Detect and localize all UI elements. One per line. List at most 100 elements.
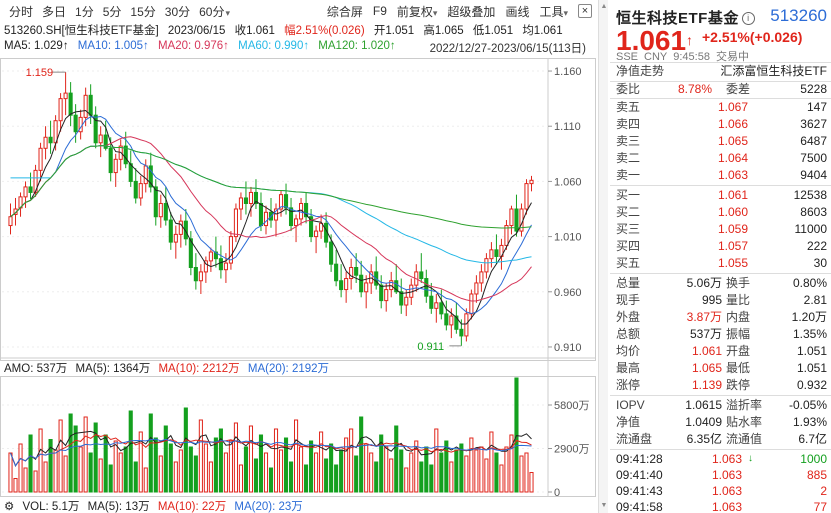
super-overlay-button[interactable]: 超级叠加 bbox=[447, 4, 496, 19]
trade-time: 09:41:43 bbox=[616, 484, 663, 498]
candle-body bbox=[504, 225, 509, 246]
volume-bar bbox=[414, 440, 419, 493]
candle-body bbox=[123, 145, 128, 165]
stat-label: 换手 bbox=[726, 276, 751, 290]
bid-row[interactable]: 买三 1.059 11000 bbox=[616, 221, 827, 238]
vertical-scrollbar[interactable]: ▲ ▼ bbox=[598, 0, 608, 513]
f9-button[interactable]: F9 bbox=[372, 4, 387, 18]
volume-bar bbox=[384, 446, 389, 493]
volume-bar bbox=[369, 452, 374, 493]
stock-label: 513260.SH[恒生科技ETF基金] bbox=[4, 25, 159, 37]
tab-intraday[interactable]: 分时 bbox=[9, 4, 34, 19]
volume-bar bbox=[268, 467, 274, 493]
volume-bar bbox=[228, 440, 233, 493]
candle-body bbox=[258, 202, 264, 227]
tab-15min[interactable]: 15分 bbox=[130, 4, 156, 19]
candle-body bbox=[454, 315, 459, 330]
candle-body bbox=[314, 230, 319, 238]
stat-row: 现手 995 量比 2.81 bbox=[616, 292, 827, 309]
volume-bar bbox=[118, 452, 123, 493]
candle-body bbox=[509, 208, 514, 227]
stat-label: 流通盘 bbox=[616, 432, 653, 446]
ask-label: 卖二 bbox=[616, 151, 641, 165]
low-value: 低1.051 bbox=[472, 25, 514, 37]
ask-row[interactable]: 卖一 1.063 9404 bbox=[616, 167, 827, 184]
stat-row: 涨停 1.139 跌停 0.932 bbox=[616, 377, 827, 394]
ask-row[interactable]: 卖三 1.065 6487 bbox=[616, 133, 827, 150]
candle-body bbox=[193, 266, 198, 282]
tab-60min[interactable]: 60分 bbox=[199, 3, 230, 20]
volume-bar bbox=[504, 446, 509, 493]
nav-trend-row[interactable]: 净值走势 汇添富恒生科技ETF bbox=[616, 64, 827, 78]
volume-bar bbox=[319, 431, 324, 493]
close-icon[interactable]: × bbox=[578, 4, 592, 18]
volume-bar bbox=[273, 428, 279, 493]
stat-label: 最高 bbox=[616, 361, 641, 375]
bid-row[interactable]: 买二 1.060 8603 bbox=[616, 204, 827, 221]
candle-body bbox=[384, 289, 389, 302]
volume-bar bbox=[128, 410, 133, 493]
bid-row[interactable]: 买五 1.055 30 bbox=[616, 255, 827, 272]
volume-bar bbox=[469, 437, 474, 493]
bid-row[interactable]: 买四 1.057 222 bbox=[616, 238, 827, 255]
low-annotation: 0.911 bbox=[417, 341, 444, 353]
tab-5min[interactable]: 5分 bbox=[102, 4, 122, 19]
volume-bar bbox=[304, 464, 309, 493]
stat-value: 537万 bbox=[689, 327, 722, 341]
volume-bar bbox=[509, 434, 514, 493]
y-tick-label: 1.060 bbox=[554, 176, 582, 188]
kline-chart[interactable]: 1.160 1.110 1.060 1.010 0.960 0.910 5800万 2900万… bbox=[0, 58, 596, 498]
stat-value: 2.81 bbox=[803, 293, 827, 307]
candle-body bbox=[203, 260, 208, 273]
volume-bar bbox=[213, 437, 218, 493]
volume-bar bbox=[283, 437, 289, 493]
stat-label: 振幅 bbox=[726, 327, 751, 341]
tab-30min[interactable]: 30分 bbox=[164, 4, 191, 19]
candle-body bbox=[73, 114, 78, 133]
tab-multi-day[interactable]: 多日 bbox=[42, 4, 67, 19]
stat-value: 1.065 bbox=[691, 361, 722, 375]
volume-bar bbox=[223, 452, 228, 493]
volume-bar bbox=[68, 413, 73, 493]
composite-screen-button[interactable]: 综合屏 bbox=[326, 4, 363, 19]
stat-value: 1.0615 bbox=[685, 398, 722, 412]
scroll-up-icon[interactable]: ▲ bbox=[600, 3, 608, 10]
volume-bar bbox=[8, 452, 13, 493]
trade-price: 1.063 bbox=[712, 468, 743, 482]
candle-body bbox=[233, 208, 238, 238]
draw-line-button[interactable]: 画线 bbox=[505, 4, 530, 19]
order-ratio-row: 委比 8.78% 委差 5228 bbox=[616, 82, 827, 96]
y-tick-label: 1.010 bbox=[554, 232, 582, 244]
ask-row[interactable]: 卖二 1.064 7500 bbox=[616, 150, 827, 167]
volume-bar bbox=[133, 461, 138, 493]
info-icon[interactable]: i bbox=[741, 12, 755, 25]
volume-bar bbox=[173, 461, 178, 493]
arrow-down-icon: ↓ bbox=[748, 453, 753, 464]
volume-bar bbox=[514, 377, 519, 493]
volume-bar bbox=[43, 461, 48, 493]
volume-bar bbox=[474, 449, 479, 493]
ask-label: 卖四 bbox=[616, 117, 641, 131]
candle-body bbox=[429, 295, 434, 309]
quote-meta: SSE CNY 9:45:58 交易中 bbox=[616, 51, 749, 63]
settings-gear-icon[interactable]: ⚙ bbox=[4, 501, 15, 513]
stat-value: 5.06万 bbox=[686, 276, 722, 290]
volume-bar bbox=[263, 452, 269, 493]
tools-button[interactable]: 工具 bbox=[539, 3, 568, 20]
candle-body bbox=[218, 258, 223, 271]
ask-price: 1.067 bbox=[717, 100, 748, 114]
volume-bar bbox=[354, 455, 359, 493]
trade-volume: 77 bbox=[813, 500, 827, 513]
bid-row[interactable]: 买一 1.061 12538 bbox=[616, 187, 827, 204]
volume-bar bbox=[434, 428, 439, 493]
stat-label: 外盘 bbox=[616, 310, 641, 324]
volume-bar bbox=[364, 443, 369, 493]
tab-1min[interactable]: 1分 bbox=[75, 4, 94, 19]
ask-row[interactable]: 卖五 1.067 147 bbox=[616, 99, 827, 116]
scroll-down-icon[interactable]: ▼ bbox=[600, 502, 608, 509]
bid-label: 买一 bbox=[616, 188, 641, 202]
ask-label: 卖一 bbox=[616, 168, 641, 182]
volume-bar bbox=[163, 425, 168, 493]
ask-row[interactable]: 卖四 1.066 3627 bbox=[616, 116, 827, 133]
forward-adjust-button[interactable]: 前复权 bbox=[397, 3, 438, 20]
